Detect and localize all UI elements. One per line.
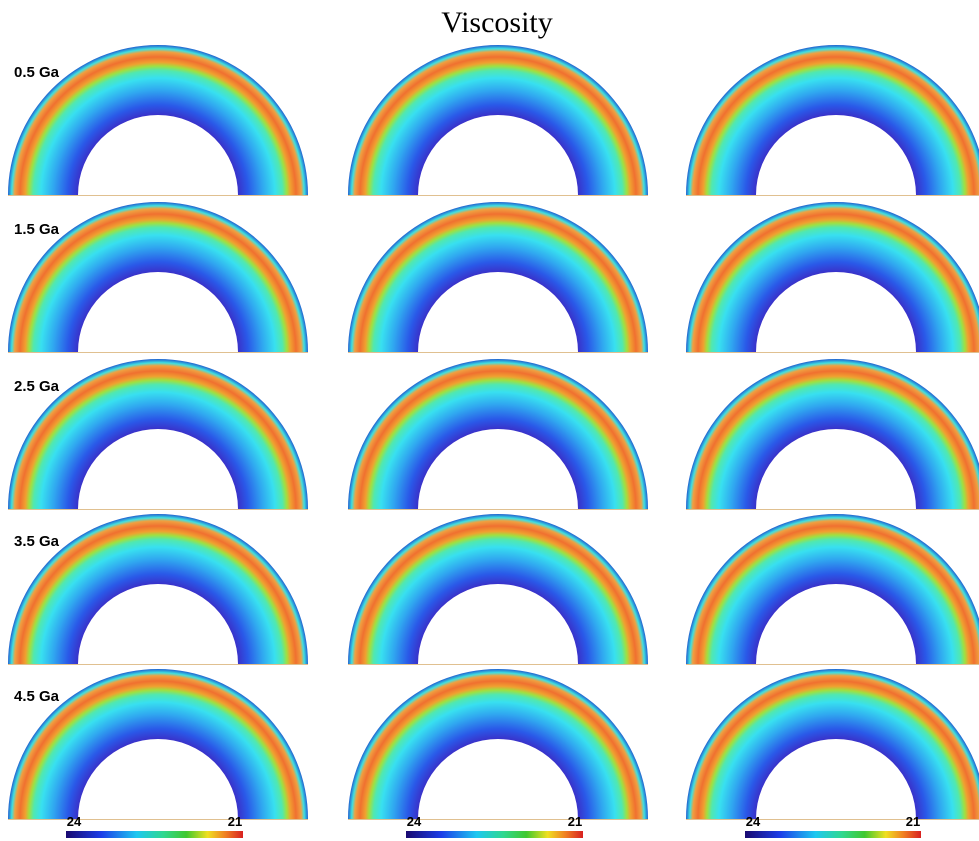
viscosity-panel [8, 669, 308, 819]
viscosity-panel [8, 45, 308, 195]
viscosity-panel [8, 202, 308, 352]
viscosity-panel [348, 45, 648, 195]
colorbar [66, 831, 243, 838]
colorbar-label: 21 [568, 814, 582, 829]
colorbar-label: 24 [407, 814, 422, 829]
viscosity-panel [686, 669, 979, 819]
viscosity-panel [348, 202, 648, 352]
colorbar-label: 21 [906, 814, 920, 829]
viscosity-panel [686, 359, 979, 509]
viscosity-panel [8, 359, 308, 509]
row-label: 2.5 Ga [14, 378, 60, 395]
viscosity-panel [8, 514, 308, 664]
row-label: 1.5 Ga [14, 221, 60, 238]
viscosity-panel [348, 669, 648, 819]
colorbar [406, 831, 583, 838]
colorbar-label: 21 [228, 814, 242, 829]
colorbar [745, 831, 921, 838]
viscosity-panel [686, 514, 979, 664]
row-label: 4.5 Ga [14, 688, 60, 705]
colorbar-label: 24 [67, 814, 82, 829]
colorbar-label: 24 [746, 814, 761, 829]
viscosity-panel [348, 359, 648, 509]
viscosity-panel [348, 514, 648, 664]
figure-title: Viscosity [441, 6, 553, 39]
viscosity-panel [686, 45, 979, 195]
row-label: 3.5 Ga [14, 533, 60, 550]
viscosity-panel [686, 202, 979, 352]
row-label: 0.5 Ga [14, 64, 60, 81]
